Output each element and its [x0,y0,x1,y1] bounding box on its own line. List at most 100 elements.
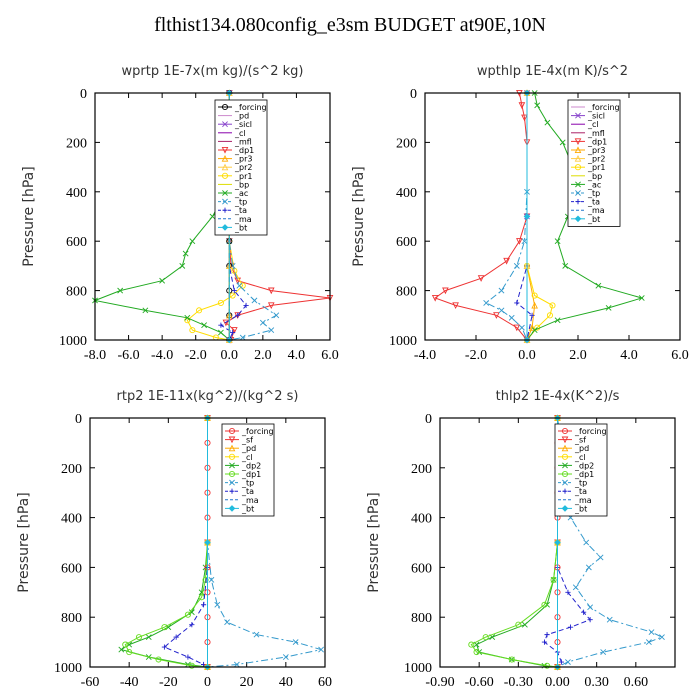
data-point [659,634,665,641]
legend-entry: _bt [234,223,247,232]
legend-entry: _mfl [587,129,605,138]
data-point [558,659,565,665]
series-ta [161,415,211,670]
data-point [518,324,525,331]
page-title: flthist134.080config_e3sm BUDGET at90E,1… [154,14,546,36]
x-tick-label: -4.0 [151,348,173,363]
data-point [513,262,520,269]
data-point [534,102,541,109]
series-line [485,93,528,341]
series-line [434,92,528,341]
data-point [521,621,528,628]
legend-marker [228,453,236,460]
y-axis-label: Pressure [hPa] [21,166,37,266]
data-point [645,639,652,646]
legend-entry: _forcing [241,427,274,436]
data-point [231,267,238,274]
data-point [145,634,152,641]
x-tick-label: -0.90 [425,675,454,690]
y-tick-label: 0 [80,87,87,102]
legend-entry: _cl [241,453,253,462]
data-point [550,576,557,583]
series-bt [204,414,211,671]
legend-entry: _pr1 [234,172,252,181]
series-line [93,93,230,341]
x-tick-label: 6.0 [321,348,339,363]
data-point [498,287,505,294]
legend-entry: _ma [574,496,592,505]
legend-marker [575,181,581,188]
data-point [243,302,249,309]
y-tick-label: 600 [411,561,432,576]
legend-marker [561,427,569,435]
y-tick-label: 600 [61,561,82,576]
data-point [493,312,500,319]
x-tick-label: 20 [240,675,254,690]
data-point [292,639,299,646]
plot-frame [89,417,326,668]
legend-marker [221,154,229,162]
data-point [267,302,275,310]
data-point [606,616,613,623]
legend-entry: _pd [574,444,589,453]
legend-marker [221,224,229,231]
x-tick-label: 6.0 [671,348,689,363]
legend-marker [575,199,581,205]
legend-marker [222,198,228,205]
x-tick-label: 40 [279,675,293,690]
legend-entry: _cl [574,453,586,462]
data-point [189,327,196,334]
data-point [318,646,325,653]
y-tick-label: 200 [61,462,82,477]
data-point [572,584,579,591]
data-point [477,275,485,282]
legend-entry: _pr3 [234,155,252,164]
legend-marker [575,190,581,196]
x-tick-label: 0.0 [518,348,536,363]
data-point [498,307,505,314]
data-point [189,622,195,628]
legend-marker [574,146,582,154]
legend-entry: _mfl [234,137,252,146]
x-tick-label: 0.30 [584,675,609,690]
data-point [126,649,133,656]
series-line [557,417,664,668]
data-point [567,624,574,630]
legend-entry: _ta [587,198,600,207]
x-tick-label: 2.0 [569,348,587,363]
data-point [605,304,612,311]
legend-marker [561,470,569,478]
legend-entry: _pd [234,112,249,121]
data-point [229,292,236,299]
data-point [468,641,475,648]
legend-entry: _sicl [587,112,605,121]
legend-marker [574,154,582,162]
data-point [217,329,224,336]
legend-marker [562,488,568,494]
data-point [282,654,289,660]
data-point [531,292,538,299]
legend-entry: _forcing [574,427,607,436]
chart-panel-4: thlp2 1E-4x(K^2)/s Pressure [hPa] -0.90 -0.… [366,389,676,690]
data-point [179,262,186,269]
legend-entry: _tp [587,189,600,198]
legend-marker [228,436,236,444]
series-ac [92,90,233,343]
legend-entry: _dp2 [574,461,594,470]
series-line [186,93,244,341]
legend-box [567,99,621,227]
x-tick-label: 4.0 [288,348,306,363]
data-point [554,317,561,324]
x-tick-label: 0 [204,675,211,690]
data-point [508,314,515,321]
data-point [600,649,607,655]
data-point [217,299,224,307]
legend-entry: _forcing [234,103,267,112]
data-point [209,213,216,220]
legend-entry: _dp1 [587,137,607,146]
data-point [529,312,535,318]
x-tick-label: -2.0 [185,348,207,363]
data-point [648,629,655,636]
legend-entry: _sf [241,436,253,445]
chart-title: wpthlp 1E-4x(m K)/s^2 [477,64,628,79]
